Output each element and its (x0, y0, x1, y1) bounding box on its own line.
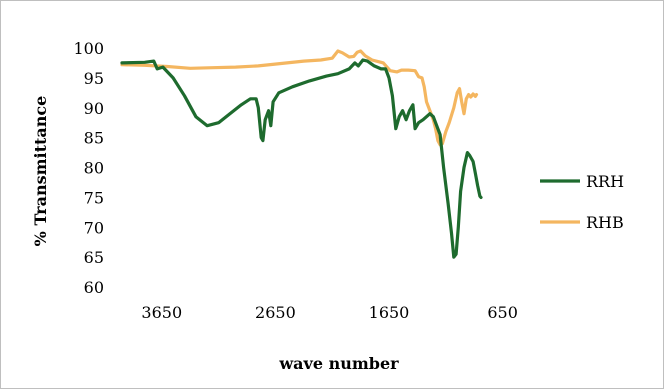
x-axis-title: wave number (278, 354, 399, 373)
y-tick-label: 100 (73, 39, 104, 58)
y-tick-label: 70 (84, 218, 104, 237)
y-axis-title: % Transmittance (31, 96, 50, 247)
y-tick-label: 80 (84, 159, 104, 178)
series-line-rhb (120, 49, 479, 147)
y-tick-label: 85 (84, 129, 104, 148)
y-tick-label: 90 (84, 99, 104, 118)
x-tick-label: 3650 (141, 303, 182, 322)
x-tick-label: 2650 (255, 303, 296, 322)
x-axis-ticks: 3650 2650 1650 650 (141, 303, 518, 322)
y-tick-label: 60 (84, 278, 104, 297)
legend-label-rrh: RRH (586, 172, 624, 191)
x-tick-label: 650 (487, 303, 518, 322)
plot-area (120, 49, 483, 259)
y-tick-label: 65 (84, 248, 104, 267)
legend: RRH RHB (540, 172, 624, 232)
y-tick-label: 75 (84, 188, 104, 207)
series-line-rrh (120, 58, 483, 259)
legend-label-rhb: RHB (586, 213, 624, 232)
y-tick-label: 95 (84, 69, 104, 88)
x-tick-label: 1650 (369, 303, 410, 322)
y-axis-ticks: 60 65 70 75 80 85 90 95 100 (73, 39, 104, 297)
